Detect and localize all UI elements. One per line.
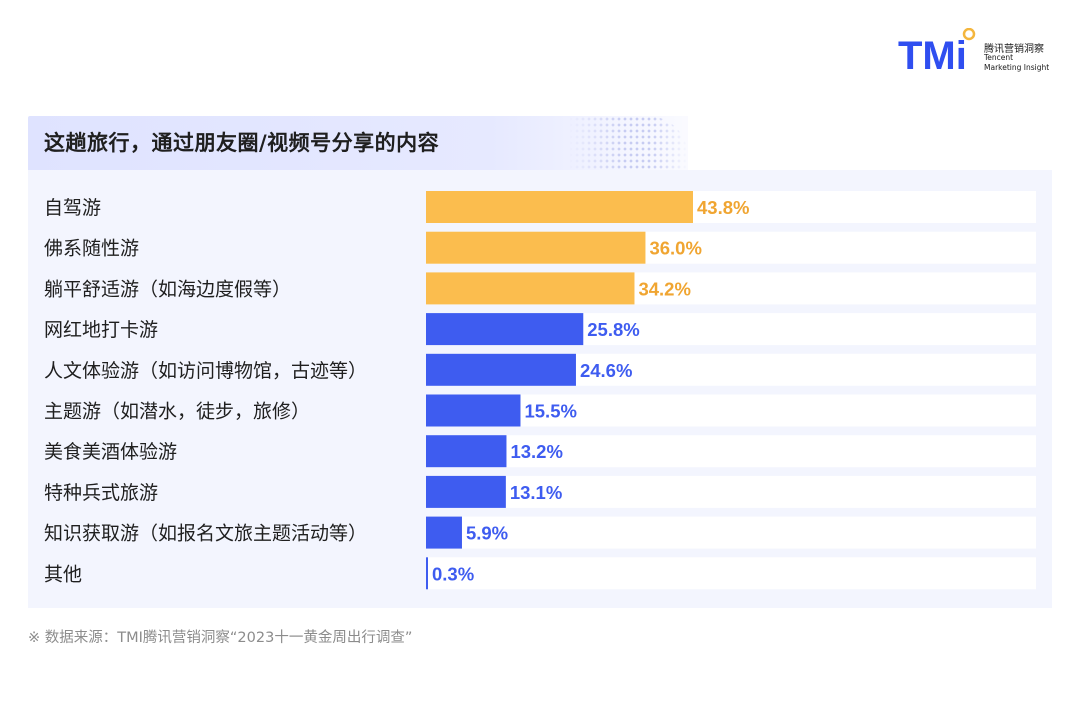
bar — [426, 435, 507, 468]
value-label: 24.6% — [580, 360, 632, 381]
category-label: 主题游（如潜水，徒步，旅修） — [44, 401, 310, 423]
logo-name-cn: 腾讯营销洞察 — [984, 44, 1044, 55]
value-label: 5.9% — [466, 523, 508, 544]
logo-name-en-line1: Tencent — [984, 53, 1014, 62]
value-label: 0.3% — [432, 563, 474, 584]
bar-chart: 自驾游 43.8% 佛系随性游 36.0% 躺平舒适游（如海边度假等） 34.2% 网红地打… — [44, 191, 1036, 590]
category-label: 躺平舒适游（如海边度假等） — [44, 278, 291, 300]
bar — [426, 272, 635, 305]
bar-track — [426, 557, 1036, 590]
category-label: 知识获取游（如报名文旅主题活动等） — [44, 523, 367, 545]
category-label: 其他 — [44, 563, 82, 585]
logo-dot — [962, 28, 976, 41]
category-label: 自驾游 — [44, 197, 101, 219]
title-band — [28, 116, 688, 170]
category-label: 佛系随性游 — [44, 238, 139, 260]
title-band-dot-pattern — [568, 116, 688, 170]
category-label: 网红地打卡游 — [44, 319, 158, 341]
source-note: ※ 数据来源：TMI腾讯营销洞察“2023十一黄金周出行调查” — [28, 630, 413, 646]
bar — [426, 231, 646, 264]
bar — [426, 394, 521, 427]
bar — [426, 557, 428, 590]
chart-title: 这趟旅行，通过朋友圈/视频号分享的内容 — [44, 131, 440, 155]
value-label: 15.5% — [524, 401, 576, 422]
bar — [426, 516, 462, 549]
logo-mark-text: TMi — [898, 34, 967, 74]
bar — [426, 353, 576, 386]
category-label: 特种兵式旅游 — [44, 482, 158, 504]
bar-track — [426, 435, 1036, 468]
logo-name-en-line2: Marketing Insight — [984, 63, 1050, 72]
value-label: 25.8% — [587, 319, 639, 340]
category-label: 美食美酒体验游 — [44, 441, 177, 463]
value-label: 13.2% — [510, 441, 562, 462]
value-label: 43.8% — [697, 197, 749, 218]
bar-track — [426, 516, 1036, 549]
bar-track — [426, 394, 1036, 427]
bar-track — [426, 475, 1036, 508]
bar — [426, 313, 584, 346]
bar — [426, 475, 506, 508]
bar — [426, 191, 693, 223]
chart-panel: 自驾游 43.8% 佛系随性游 36.0% 躺平舒适游（如海边度假等） 34.2% 网红地打… — [28, 170, 1052, 608]
value-label: 34.2% — [638, 278, 690, 299]
value-label: 13.1% — [510, 482, 562, 503]
category-label: 人文体验游（如访问博物馆，古迹等） — [44, 360, 367, 382]
tmi-logo-mark: TMi — [898, 28, 976, 74]
value-label: 36.0% — [649, 238, 701, 259]
